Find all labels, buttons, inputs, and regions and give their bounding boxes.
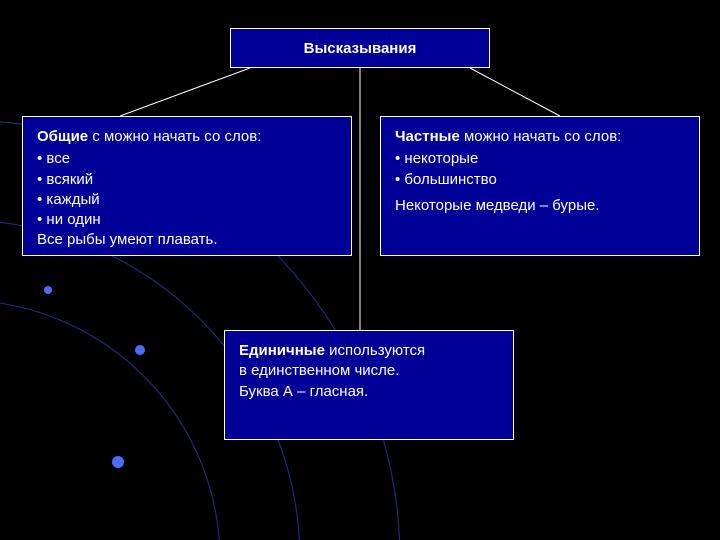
- connectors: [0, 0, 720, 540]
- root-box: Высказывания: [230, 28, 490, 68]
- left-heading-bold: Общие: [37, 128, 88, 145]
- root-title: Высказывания: [304, 40, 417, 57]
- left-heading-rest: с можно начать со слов:: [88, 128, 261, 145]
- bottom-line2: в единственном числе.: [239, 361, 499, 381]
- bullet-item: все: [37, 149, 337, 169]
- bullet-item: всякий: [37, 170, 337, 190]
- left-bullets: всевсякийкаждыйни один: [37, 149, 337, 230]
- background-decor: [0, 0, 720, 540]
- bullet-item: большинство: [395, 170, 685, 190]
- right-heading-bold: Частные: [395, 128, 460, 145]
- bullet-item: каждый: [37, 190, 337, 210]
- right-box: Частные можно начать со слов: некоторыеб…: [380, 116, 700, 256]
- bottom-heading-rest: используются: [325, 342, 425, 359]
- bottom-line1: Единичные используются: [239, 341, 499, 361]
- left-box: Общие с можно начать со слов: всевсякийк…: [22, 116, 352, 256]
- bullet-item: ни один: [37, 210, 337, 230]
- right-heading-rest: можно начать со слов:: [460, 128, 622, 145]
- right-bullets: некоторыебольшинство: [395, 149, 685, 190]
- right-tail: Некоторые медведи – бурые.: [395, 196, 685, 216]
- bottom-box: Единичные используются в единственном чи…: [224, 330, 514, 440]
- bottom-tail: Буква А – гласная.: [239, 382, 499, 402]
- left-tail: Все рыбы умеют плавать.: [37, 230, 337, 250]
- left-heading: Общие с можно начать со слов:: [37, 127, 337, 147]
- bullet-item: некоторые: [395, 149, 685, 169]
- bottom-heading-bold: Единичные: [239, 342, 325, 359]
- right-heading: Частные можно начать со слов:: [395, 127, 685, 147]
